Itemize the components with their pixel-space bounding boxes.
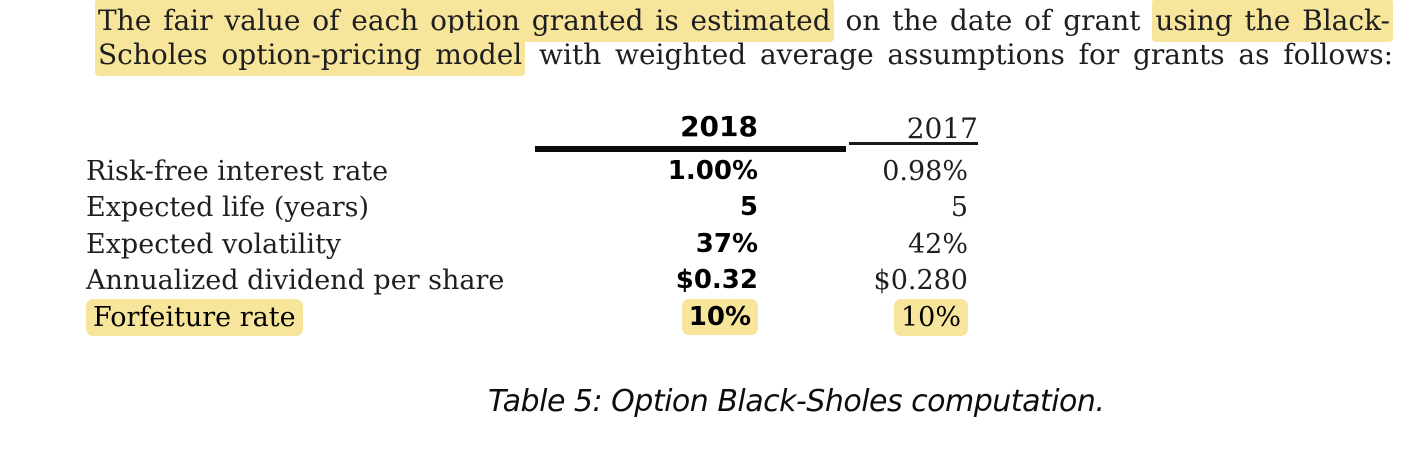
highlight-forfeiture-label: Forfeiture rate	[86, 299, 303, 336]
highlight-forfeiture-2018: 10%	[681, 299, 758, 335]
header-rule-2017	[849, 142, 978, 145]
value-2017: 5	[950, 192, 968, 223]
paragraph-line-2: Scholes option-pricing model with weight…	[95, 33, 1394, 76]
column-header-2017: 2017	[906, 112, 978, 145]
row-label: Expected life (years)	[86, 192, 369, 223]
value-2017: 42%	[907, 229, 968, 260]
table-row-forfeiture: Forfeiture rate 10% 10%	[0, 299, 1416, 336]
table-row: Risk-free interest rate 1.00% 0.98%	[0, 156, 1416, 190]
table-caption: Table 5: Option Black-Sholes computation…	[488, 384, 1105, 419]
row-label: Annualized dividend per share	[86, 265, 505, 296]
value-2018: 10%	[520, 299, 758, 335]
value-2018: 5	[739, 192, 758, 222]
value-2017: $0.280	[873, 265, 968, 296]
row-label: Expected volatility	[86, 229, 342, 260]
value-2018: $0.32	[675, 265, 758, 295]
paragraph-text: on the date of grant	[833, 4, 1153, 37]
row-label: Risk-free interest rate	[86, 156, 389, 187]
paragraph-text: with weighted average assumptions for gr…	[525, 38, 1394, 71]
intro-paragraph: The fair value of each option granted is…	[95, 0, 1394, 76]
table-row: Annualized dividend per share $0.32 $0.2…	[0, 265, 1416, 299]
highlight-using-black: using the Black-	[1152, 0, 1393, 42]
paragraph-line-1: The fair value of each option granted is…	[95, 0, 1393, 42]
highlight-scholes-model: Scholes option-pricing model	[95, 33, 526, 76]
row-label: Forfeiture rate	[86, 299, 303, 336]
value-2017: 10%	[760, 299, 968, 336]
value-2018: 1.00%	[667, 156, 758, 186]
column-header-2018: 2018	[680, 110, 758, 143]
table-row: Expected volatility 37% 42%	[0, 229, 1416, 263]
header-rule-2018	[535, 146, 846, 152]
value-2018: 37%	[695, 229, 758, 259]
value-2017: 0.98%	[882, 156, 968, 187]
table-row: Expected life (years) 5 5	[0, 192, 1416, 226]
highlight-forfeiture-2017: 10%	[893, 299, 968, 336]
